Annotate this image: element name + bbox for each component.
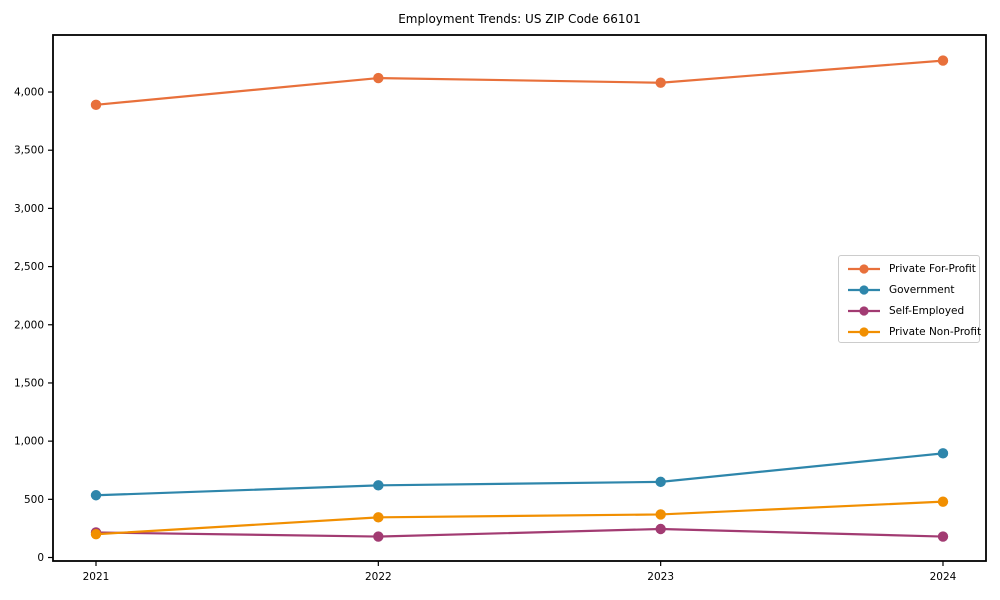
y-tick-label: 4,000 <box>14 87 44 99</box>
legend-marker-icon <box>848 305 880 316</box>
x-tick-label: 2021 <box>83 571 110 583</box>
y-tick-label: 2,000 <box>14 319 44 331</box>
y-tick-label: 0 <box>37 552 44 564</box>
legend-item-label: Government <box>889 283 955 296</box>
legend-item: Self-Employed <box>847 301 979 321</box>
plot-frame <box>52 34 987 562</box>
series-line <box>95 59 944 106</box>
legend-item-label: Private Non-Profit <box>889 325 982 338</box>
data-point-marker <box>655 509 666 520</box>
legend-item: Private For-Profit <box>847 259 979 279</box>
x-tick-label: 2024 <box>930 571 957 583</box>
series-line <box>95 527 944 538</box>
legend-marker-icon <box>848 284 880 295</box>
data-point-marker <box>373 531 384 542</box>
legend-item: Government <box>847 280 979 300</box>
data-point-marker <box>937 448 949 459</box>
legend-item-label: Self-Employed <box>889 304 965 317</box>
data-point-marker <box>90 99 102 111</box>
data-point-marker <box>373 480 384 491</box>
x-tick-label: 2022 <box>365 571 392 583</box>
legend: Private For-Profit Government Self-Employe… <box>838 255 982 343</box>
y-tick-label: 2,500 <box>14 261 44 273</box>
data-point-marker <box>937 55 949 66</box>
data-point-marker <box>655 77 666 88</box>
data-point-marker <box>373 512 384 523</box>
data-point-marker <box>655 476 666 488</box>
data-point-marker <box>937 531 949 542</box>
y-tick-label: 3,500 <box>14 145 44 157</box>
data-point-marker <box>937 496 949 507</box>
chart-title: Employment Trends: US ZIP Code 66101 <box>398 12 641 26</box>
y-tick-label: 1,500 <box>14 377 44 389</box>
y-tick-label: 3,000 <box>14 203 44 215</box>
series-line <box>95 500 944 536</box>
legend-item: Private Non-Profit <box>847 322 982 342</box>
data-point-marker <box>90 490 102 501</box>
data-point-marker <box>373 72 384 84</box>
data-point-marker <box>90 529 102 540</box>
data-point-marker <box>655 523 666 535</box>
legend-item-label: Private For-Profit <box>889 262 976 275</box>
y-tick-label: 1,000 <box>14 436 44 448</box>
x-tick-label: 2023 <box>647 571 674 583</box>
legend-marker-icon <box>848 326 880 337</box>
y-tick-label: 500 <box>24 494 44 506</box>
series-line <box>95 452 944 497</box>
legend-marker-icon <box>848 263 880 274</box>
